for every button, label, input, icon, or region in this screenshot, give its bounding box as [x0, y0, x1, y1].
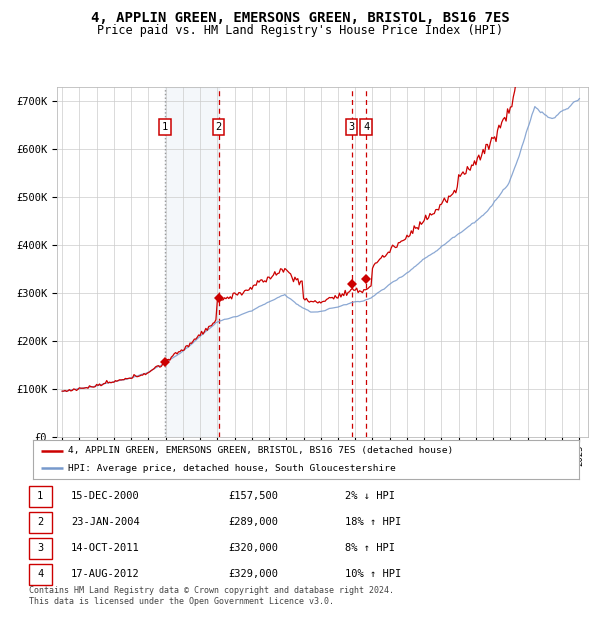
Text: 23-JAN-2004: 23-JAN-2004 [71, 517, 140, 527]
Text: 4: 4 [37, 569, 43, 579]
Text: Price paid vs. HM Land Registry's House Price Index (HPI): Price paid vs. HM Land Registry's House … [97, 24, 503, 37]
Text: 18% ↑ HPI: 18% ↑ HPI [345, 517, 401, 527]
Text: 8% ↑ HPI: 8% ↑ HPI [345, 543, 395, 553]
Text: Contains HM Land Registry data © Crown copyright and database right 2024.: Contains HM Land Registry data © Crown c… [29, 586, 394, 595]
Text: 4, APPLIN GREEN, EMERSONS GREEN, BRISTOL, BS16 7ES (detached house): 4, APPLIN GREEN, EMERSONS GREEN, BRISTOL… [68, 446, 454, 455]
Text: 15-DEC-2000: 15-DEC-2000 [71, 491, 140, 501]
Text: 2: 2 [215, 122, 221, 132]
Text: 3: 3 [37, 543, 43, 553]
Bar [165, 87, 218, 437]
Text: 4, APPLIN GREEN, EMERSONS GREEN, BRISTOL, BS16 7ES: 4, APPLIN GREEN, EMERSONS GREEN, BRISTOL… [91, 11, 509, 25]
Text: This data is licensed under the Open Government Licence v3.0.: This data is licensed under the Open Gov… [29, 597, 334, 606]
Text: 10% ↑ HPI: 10% ↑ HPI [345, 569, 401, 579]
Text: 1: 1 [37, 491, 43, 501]
Text: 2: 2 [37, 517, 43, 527]
Text: 3: 3 [349, 122, 355, 132]
Text: £289,000: £289,000 [228, 517, 278, 527]
Text: £320,000: £320,000 [228, 543, 278, 553]
Text: 1: 1 [162, 122, 168, 132]
Text: £157,500: £157,500 [228, 491, 278, 501]
Text: HPI: Average price, detached house, South Gloucestershire: HPI: Average price, detached house, Sout… [68, 464, 396, 473]
Text: 4: 4 [363, 122, 369, 132]
Text: 17-AUG-2012: 17-AUG-2012 [71, 569, 140, 579]
Text: 14-OCT-2011: 14-OCT-2011 [71, 543, 140, 553]
Text: 2% ↓ HPI: 2% ↓ HPI [345, 491, 395, 501]
Text: £329,000: £329,000 [228, 569, 278, 579]
